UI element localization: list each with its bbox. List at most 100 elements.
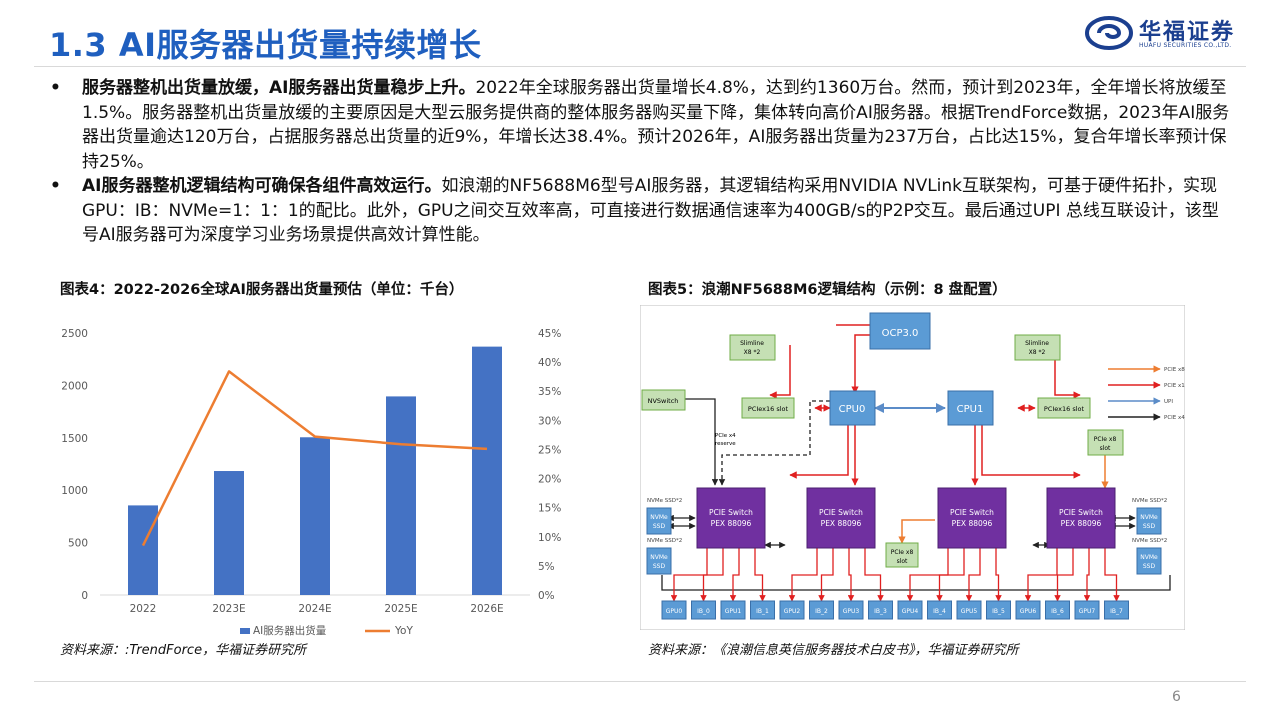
bottom-divider [34, 681, 1246, 682]
gpu-label: GPU1 [725, 608, 742, 615]
switch-gpu-link [788, 548, 818, 602]
pcie-reserve-line2: reserve [715, 441, 736, 447]
diagram-legend-label: PCIE x8 [1164, 367, 1185, 373]
legend-label-bar: AI服务器出货量 [253, 624, 327, 637]
slimline0-sub: X8 *2 [744, 349, 761, 356]
switch-gpu-link [906, 548, 949, 602]
switch-gpu-link [936, 548, 965, 602]
switch-gpu-link [995, 548, 1002, 602]
pcie-switch-box [937, 487, 1007, 549]
pcie16-slot0-label: PCIex16 slot [748, 405, 789, 413]
bullet-list: • 服务器整机出货量放缓，AI服务器出货量稳步上升。2022年全球服务器出货量增… [50, 76, 1230, 248]
pcie-x8-slot-right-l2: slot [1100, 445, 1111, 452]
gpu-label: GPU7 [1079, 608, 1096, 615]
shipment-chart: 0 500 1000 1500 2000 2500 0% 5% 10% 15% 20% 25% 30% 3… [61, 328, 561, 637]
ib-label: IB_1 [756, 608, 769, 615]
x-tick-label: 2024E [298, 603, 331, 615]
pcie-switch-box [696, 487, 766, 549]
cpu0-sw0-link [789, 425, 849, 479]
ib-box [927, 600, 952, 620]
pcie-x8-slot-right-box [1087, 429, 1124, 456]
gpu-box [661, 600, 687, 620]
bar [386, 396, 416, 595]
pcie-x8-slot-mid-l2: slot [897, 558, 908, 565]
pcie-switch-label: PCIE Switch [1059, 508, 1103, 517]
bullet-dot: • [50, 176, 61, 196]
gpu-bus-line [661, 575, 1171, 591]
x-tick-label: 2023E [212, 603, 245, 615]
nvme-ssd-label: SSD [653, 563, 666, 570]
nvswitch-box [641, 389, 686, 411]
ib-label: IB_0 [697, 608, 710, 615]
pcie16-slot1-box [1037, 397, 1091, 419]
x-tick-label: 2026E [470, 603, 503, 615]
pcie-switch-box [1046, 487, 1116, 549]
sw2-x8slot-link [898, 519, 935, 544]
ib-box [986, 600, 1011, 620]
ib-box [809, 600, 834, 620]
figure5-caption: 图表5：浪潮NF5688M6逻辑结构（示例：8 盘配置） [648, 282, 1007, 298]
y-tick-label: 1000 [61, 485, 88, 497]
y2-tick-label: 25% [538, 444, 561, 456]
slimline0-label: Slimline [740, 340, 764, 347]
ib-label: IB_3 [874, 608, 887, 615]
huafu-logo-icon [1085, 16, 1133, 50]
figure4-source: 资料来源：:TrendForce，华福证券研究所 [60, 643, 307, 658]
switch-gpu-link [1083, 548, 1091, 602]
legend-swatch-bar [240, 628, 250, 634]
nvme-ssd-label: SSD [1143, 523, 1156, 530]
pcie-switch-label: PCIE Switch [819, 508, 863, 517]
bar [214, 471, 244, 595]
pcie-switch-box [806, 487, 876, 549]
bar [128, 505, 158, 595]
nvme-ssd-label: NVMe [1140, 554, 1158, 561]
gpu-label: GPU3 [843, 608, 860, 615]
switch-gpu-link [818, 548, 834, 602]
nvme-ssd-count: NVMe SSD*2 [1132, 498, 1167, 504]
bullet-heading: AI服务器整机逻辑结构可确保各组件高效运行。 [82, 176, 442, 196]
nvme-ssd-count: NVMe SSD*2 [647, 538, 682, 544]
switch-gpu-link [1024, 548, 1058, 602]
gpu-box [956, 600, 982, 620]
ocp-cpu0-link [851, 334, 870, 394]
pcie-x8-slot-mid-l1: PCIe x8 [891, 549, 914, 556]
pcie-switch-model: PEX 88096 [711, 519, 752, 528]
gpu-label: GPU6 [1020, 608, 1037, 615]
gpu-box [1074, 600, 1100, 620]
legend-label-line: YoY [394, 625, 413, 637]
gpu-box [720, 600, 746, 620]
diagram-frame [640, 305, 1185, 630]
pcie-switch-model: PEX 88096 [1061, 519, 1102, 528]
gpu-box [779, 600, 805, 620]
gpu-label: GPU0 [666, 608, 683, 615]
gpu-box [897, 600, 923, 620]
switch-gpu-link [754, 548, 766, 602]
cpu1-label: CPU1 [957, 404, 984, 415]
ib-label: IB_2 [815, 608, 828, 615]
ocp-box [869, 312, 931, 350]
switch-gpu-link [847, 548, 855, 602]
y2-tick-label: 20% [538, 474, 561, 486]
bar [472, 346, 502, 595]
slimline0-link [769, 345, 791, 399]
slimline1-box [1014, 334, 1061, 361]
bullet-item: • 服务器整机出货量放缓，AI服务器出货量稳步上升。2022年全球服务器出货量增… [50, 76, 1230, 174]
company-logo: 华福证券 HUAFU SECURITIES CO.,LTD. [1085, 12, 1245, 54]
ib-label: IB_5 [992, 608, 1005, 615]
x-tick-label: 2025E [384, 603, 417, 615]
nvme-ssd-count: NVMe SSD*2 [1132, 538, 1167, 544]
top-divider [34, 66, 1246, 67]
logic-diagram: OCP3.0 Slimline X8 *2 Slimline X8 *2 CPU… [640, 305, 1185, 630]
y-tick-label: 500 [68, 538, 88, 550]
pcie-switch-model: PEX 88096 [952, 519, 993, 528]
nvme-ssd-label: SSD [1143, 563, 1156, 570]
ocp-label: OCP3.0 [882, 328, 919, 339]
nvme-ssd-count: NVMe SSD*2 [647, 498, 682, 504]
gpu-label: GPU5 [961, 608, 978, 615]
y2-tick-label: 35% [538, 386, 561, 398]
nvme-ssd-box [1136, 507, 1162, 535]
ib-box [1104, 600, 1129, 620]
cpu0-label: CPU0 [839, 404, 866, 415]
slimline1-label: Slimline [1025, 340, 1049, 347]
switch-gpu-link [1104, 548, 1120, 602]
